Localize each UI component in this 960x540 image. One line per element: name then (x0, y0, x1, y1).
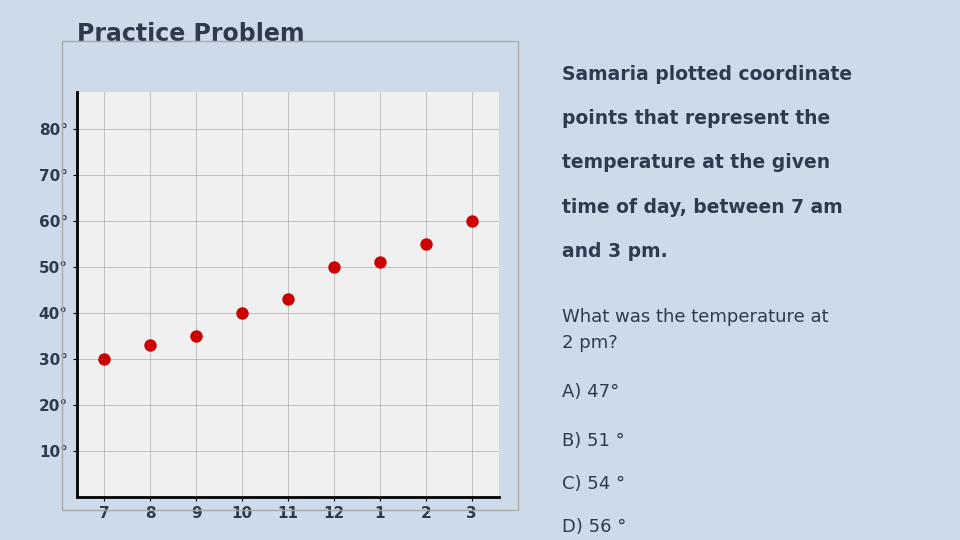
Point (234, 308, 250, 317)
Text: temperature at the given: temperature at the given (562, 153, 829, 172)
Text: points that represent the: points that represent the (562, 109, 829, 128)
Text: Practice Problem: Practice Problem (77, 22, 304, 45)
Point (326, 262, 342, 271)
Text: and 3 pm.: and 3 pm. (562, 242, 667, 261)
Point (464, 217, 479, 225)
Text: A) 47°: A) 47° (562, 383, 619, 401)
Point (188, 332, 204, 340)
Point (418, 239, 433, 248)
Point (372, 258, 388, 266)
Point (143, 341, 158, 349)
Text: D) 56 °: D) 56 ° (562, 518, 626, 536)
Point (280, 295, 296, 303)
Text: C) 54 °: C) 54 ° (562, 475, 625, 493)
Text: B) 51 °: B) 51 ° (562, 432, 624, 450)
Text: Samaria plotted coordinate: Samaria plotted coordinate (562, 65, 852, 84)
Text: What was the temperature at
2 pm?: What was the temperature at 2 pm? (562, 308, 828, 352)
Point (97, 354, 112, 363)
Text: time of day, between 7 am: time of day, between 7 am (562, 198, 842, 217)
